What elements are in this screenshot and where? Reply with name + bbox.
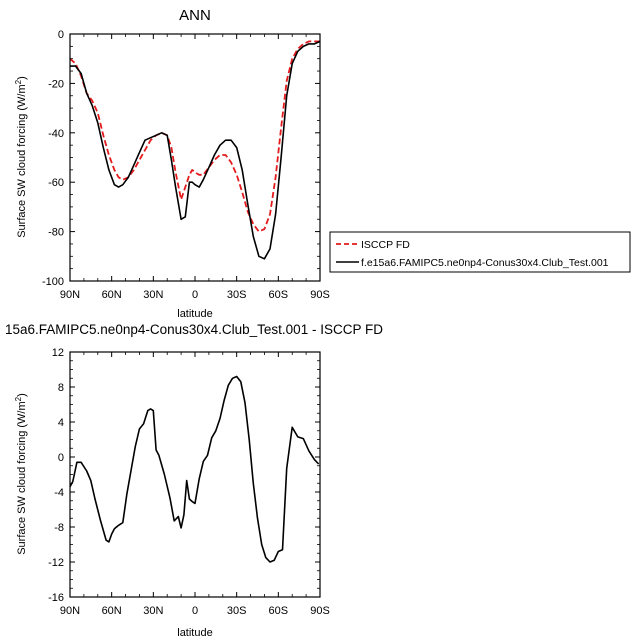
annual-mean-chart: ANN 0-20-40-60-80-100 90N 60N 30N 0 30S 60S 90…: [14, 7, 330, 320]
y-tick-label: 0: [58, 29, 64, 41]
y-tick-label: -60: [48, 177, 64, 189]
x-tick-label: 30N: [143, 605, 163, 617]
y-tick-label: 8: [58, 382, 64, 394]
series-line-1: [70, 40, 321, 260]
x-axis-label: latitude: [177, 627, 212, 639]
y-tick-label: 4: [58, 417, 64, 429]
y-tick-label: -12: [48, 557, 64, 569]
y-tick-label: -16: [48, 592, 64, 604]
x-tick-label: 60N: [102, 289, 122, 301]
x-tick-label: 60S: [269, 605, 289, 617]
x-axis: 90N 60N 30N 0 30S 60S 90S: [60, 34, 330, 301]
difference-line: [69, 375, 320, 563]
x-axis: 90N 60N 30N 0 30S 60S 90S: [60, 352, 330, 617]
y-tick-label: 12: [52, 347, 64, 359]
y-axis-label: Surface SW cloud forcing (W/m2): [14, 393, 28, 555]
legend: ISCCP FD f.e15a6.FAMIPC5.ne0np4-Conus30x…: [329, 231, 631, 273]
y-tick-label: -8: [54, 522, 64, 534]
x-tick-label: 90N: [60, 289, 80, 301]
plot-frame: [69, 33, 321, 282]
y-axis: 12 8 4 0 -4 -8 -12 -16: [48, 347, 320, 604]
series-line-0: [69, 40, 320, 233]
legend-label-model: f.e15a6.FAMIPC5.ne0np4-Conus30x4.Club_Te…: [361, 257, 609, 269]
plot-lines: [69, 375, 320, 563]
chart-title: 15a6.FAMIPC5.ne0np4-Conus30x4.Club_Test.…: [5, 322, 383, 337]
plot-lines: [69, 40, 321, 260]
x-tick-label: 90S: [310, 289, 330, 301]
x-tick-label: 30N: [143, 289, 163, 301]
y-tick-label: -40: [48, 128, 64, 140]
chart-title: ANN: [179, 7, 211, 24]
x-tick-label: 0: [192, 605, 198, 617]
x-tick-label: 90S: [310, 605, 330, 617]
y-axis-label: Surface SW cloud forcing (W/m2): [14, 76, 28, 238]
y-axis: 0 -20 -40 -60 -80 -100: [42, 29, 320, 288]
y-tick-label: -100: [42, 276, 64, 288]
legend-box: [329, 231, 631, 273]
plot-frame: [69, 351, 321, 598]
x-tick-label: 60N: [102, 605, 122, 617]
legend-label-isccp: ISCCP FD: [361, 239, 410, 251]
x-tick-label: 0: [192, 289, 198, 301]
difference-chart: 15a6.FAMIPC5.ne0np4-Conus30x4.Club_Test.…: [5, 322, 383, 639]
x-axis-label: latitude: [177, 308, 212, 320]
x-tick-label: 30S: [227, 605, 247, 617]
x-tick-label: 30S: [227, 289, 247, 301]
x-tick-label: 60S: [269, 289, 289, 301]
y-tick-label: 0: [58, 452, 64, 464]
y-tick-label: -20: [48, 78, 64, 90]
y-tick-label: -80: [48, 227, 64, 239]
y-tick-label: -4: [54, 487, 64, 499]
x-tick-label: 90N: [60, 605, 80, 617]
